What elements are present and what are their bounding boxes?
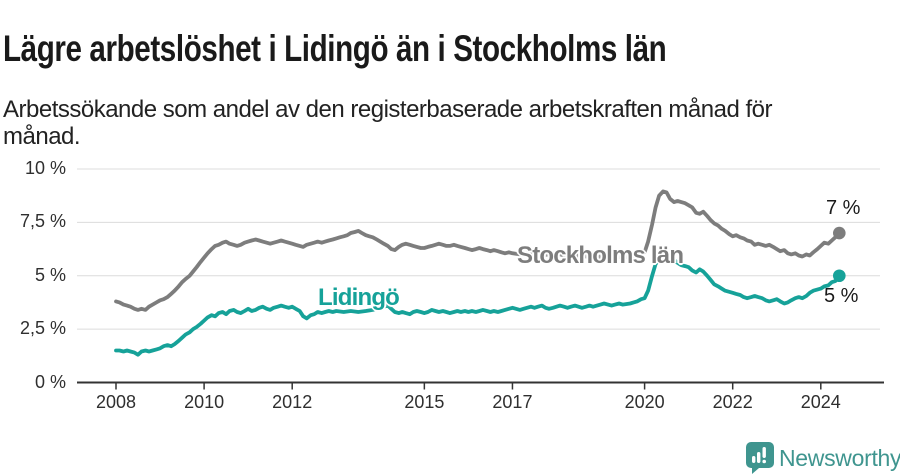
bar-chart-speech-bubble-icon: [746, 442, 774, 474]
x-axis-tick-label: 2022: [712, 392, 753, 412]
x-axis-tick-label: 2010: [184, 392, 225, 412]
series-label-stockholms-lan: Stockholms län: [517, 242, 684, 269]
y-axis-tick-label: 0 %: [34, 371, 66, 392]
x-axis-tick-label: 2012: [272, 392, 313, 412]
y-axis-tick-label: 2,5 %: [19, 318, 66, 339]
newsworthy-logo: Newsworthy: [746, 440, 900, 474]
end-dot-liding-: [833, 269, 846, 283]
x-axis-tick-label: 2020: [624, 392, 665, 412]
x-axis-tick-label: 2017: [492, 392, 533, 412]
y-axis-tick-label: 10 %: [24, 158, 66, 178]
end-dot-stockholms-l-n: [833, 226, 846, 240]
line-stockholms-l-n: [114, 189, 842, 312]
line-liding-: [114, 255, 842, 357]
newsworthy-wordmark: Newsworthy: [779, 445, 900, 471]
series-label-lidingo: Lidingö: [318, 284, 400, 311]
end-value-label-lidingo: 5 %: [824, 285, 859, 307]
page-title: Lägre arbetslöshet i Lidingö än i Stockh…: [3, 27, 667, 69]
end-value-label-stockholms-lan: 7 %: [826, 197, 861, 219]
chart-subtitle: Arbetssökande som andel av den registerb…: [3, 96, 772, 150]
y-axis-tick-label: 7,5 %: [19, 211, 66, 232]
x-axis-tick-label: 2024: [800, 392, 841, 412]
y-axis-tick-label: 5 %: [34, 264, 66, 285]
x-axis-tick-label: 2008: [95, 392, 137, 412]
x-axis-tick-label: 2015: [404, 392, 445, 412]
